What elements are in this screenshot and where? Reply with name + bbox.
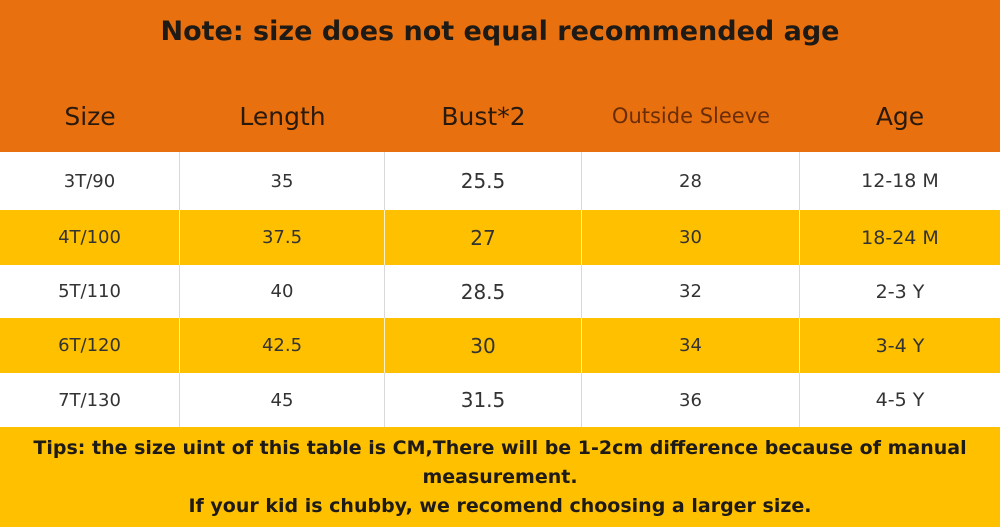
table-row: 3T/90 35 25.5 28 12-18 M [0, 152, 1000, 210]
table-cell: 36 [582, 373, 800, 427]
table-cell: 34 [582, 318, 800, 373]
header-cell: Size [64, 101, 116, 131]
table-cell: 5T/110 [0, 265, 180, 318]
table-cell: 3-4 Y [875, 334, 925, 357]
table-row: 4T/100 37.5 27 30 18-24 M [0, 210, 1000, 265]
header-cell: Outside Sleeve [611, 104, 771, 128]
table-cell: 7T/130 [0, 373, 180, 427]
tip-line: Tips: the size uint of this table is CM,… [33, 437, 967, 488]
table-cell: 2-3 Y [875, 280, 925, 303]
header-band: Note: size does not equal recommended ag… [0, 0, 1000, 152]
table-cell: 12-18 M [861, 170, 939, 192]
tip-line: If your kid is chubby, we recomend choos… [188, 495, 812, 517]
table-cell: 28.5 [385, 265, 582, 318]
table-cell: 28 [582, 152, 800, 210]
table-cell: 3T/90 [0, 152, 180, 210]
header-cell: Length [239, 101, 326, 131]
table-cell: 32 [582, 265, 800, 318]
table-cell: 31.5 [385, 373, 582, 427]
table-cell: 25.5 [385, 152, 582, 210]
table-row: 6T/120 42.5 30 34 3-4 Y [0, 318, 1000, 373]
table-row: 7T/130 45 31.5 36 4-5 Y [0, 373, 1000, 427]
table-cell: 18-24 M [861, 226, 939, 249]
table-cell: 37.5 [180, 210, 385, 265]
table-cell: 4-5 Y [875, 389, 925, 411]
header-cell: Bust*2 [441, 101, 526, 131]
table-cell: 45 [180, 373, 385, 427]
table-cell: 27 [385, 210, 582, 265]
table-cell: 4T/100 [0, 210, 180, 265]
table-cell: 42.5 [180, 318, 385, 373]
table-cell: 6T/120 [0, 318, 180, 373]
table-cell: 30 [582, 210, 800, 265]
table-cell: 40 [180, 265, 385, 318]
tips: Tips: the size uint of this table is CM,… [0, 427, 1000, 527]
table-cell: 30 [385, 318, 582, 373]
table-cell: 35 [180, 152, 385, 210]
table-row: 5T/110 40 28.5 32 2-3 Y [0, 265, 1000, 318]
title: Note: size does not equal recommended ag… [160, 16, 840, 47]
header-cell: Age [875, 101, 925, 131]
